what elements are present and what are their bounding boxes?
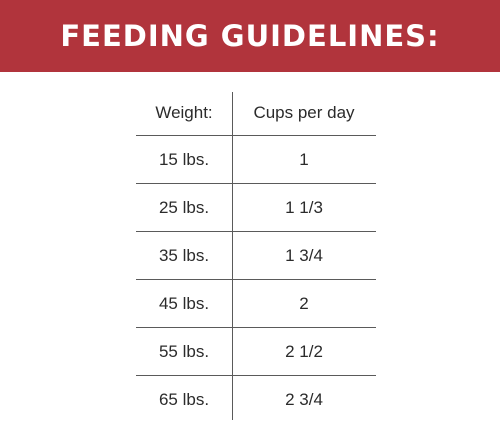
column-divider bbox=[232, 92, 233, 420]
feeding-table: Weight: Cups per day 15 lbs. 1 25 lbs. 1… bbox=[136, 90, 376, 423]
cups-cell: 2 bbox=[299, 293, 309, 313]
weight-cell: 35 lbs. bbox=[158, 245, 210, 265]
header-banner: FEEDING GUIDELINES: bbox=[0, 0, 500, 72]
page-title: FEEDING GUIDELINES: bbox=[60, 19, 440, 53]
cups-cell: 2 3/4 bbox=[285, 389, 323, 409]
weight-cell: 65 lbs. bbox=[158, 389, 210, 409]
header-cups-per-day: Cups per day bbox=[253, 102, 355, 122]
weight-cell: 25 lbs. bbox=[158, 197, 210, 217]
table-row: 55 lbs. 2 1/2 bbox=[136, 328, 376, 376]
cups-cell: 1 bbox=[299, 149, 309, 169]
weight-cell: 15 lbs. bbox=[158, 149, 210, 169]
weight-cell: 55 lbs. bbox=[158, 341, 210, 361]
cups-cell: 1 1/3 bbox=[285, 197, 323, 217]
table-row: 45 lbs. 2 bbox=[136, 280, 376, 328]
table-row: 65 lbs. 2 3/4 bbox=[136, 376, 376, 423]
table-row: 25 lbs. 1 1/3 bbox=[136, 184, 376, 232]
cups-cell: 1 3/4 bbox=[285, 245, 323, 265]
table-header-row: Weight: Cups per day bbox=[136, 90, 376, 136]
table-row: 35 lbs. 1 3/4 bbox=[136, 232, 376, 280]
table-row: 15 lbs. 1 bbox=[136, 136, 376, 184]
header-weight: Weight: bbox=[155, 102, 213, 122]
weight-cell: 45 lbs. bbox=[158, 293, 210, 313]
cups-cell: 2 1/2 bbox=[285, 341, 323, 361]
